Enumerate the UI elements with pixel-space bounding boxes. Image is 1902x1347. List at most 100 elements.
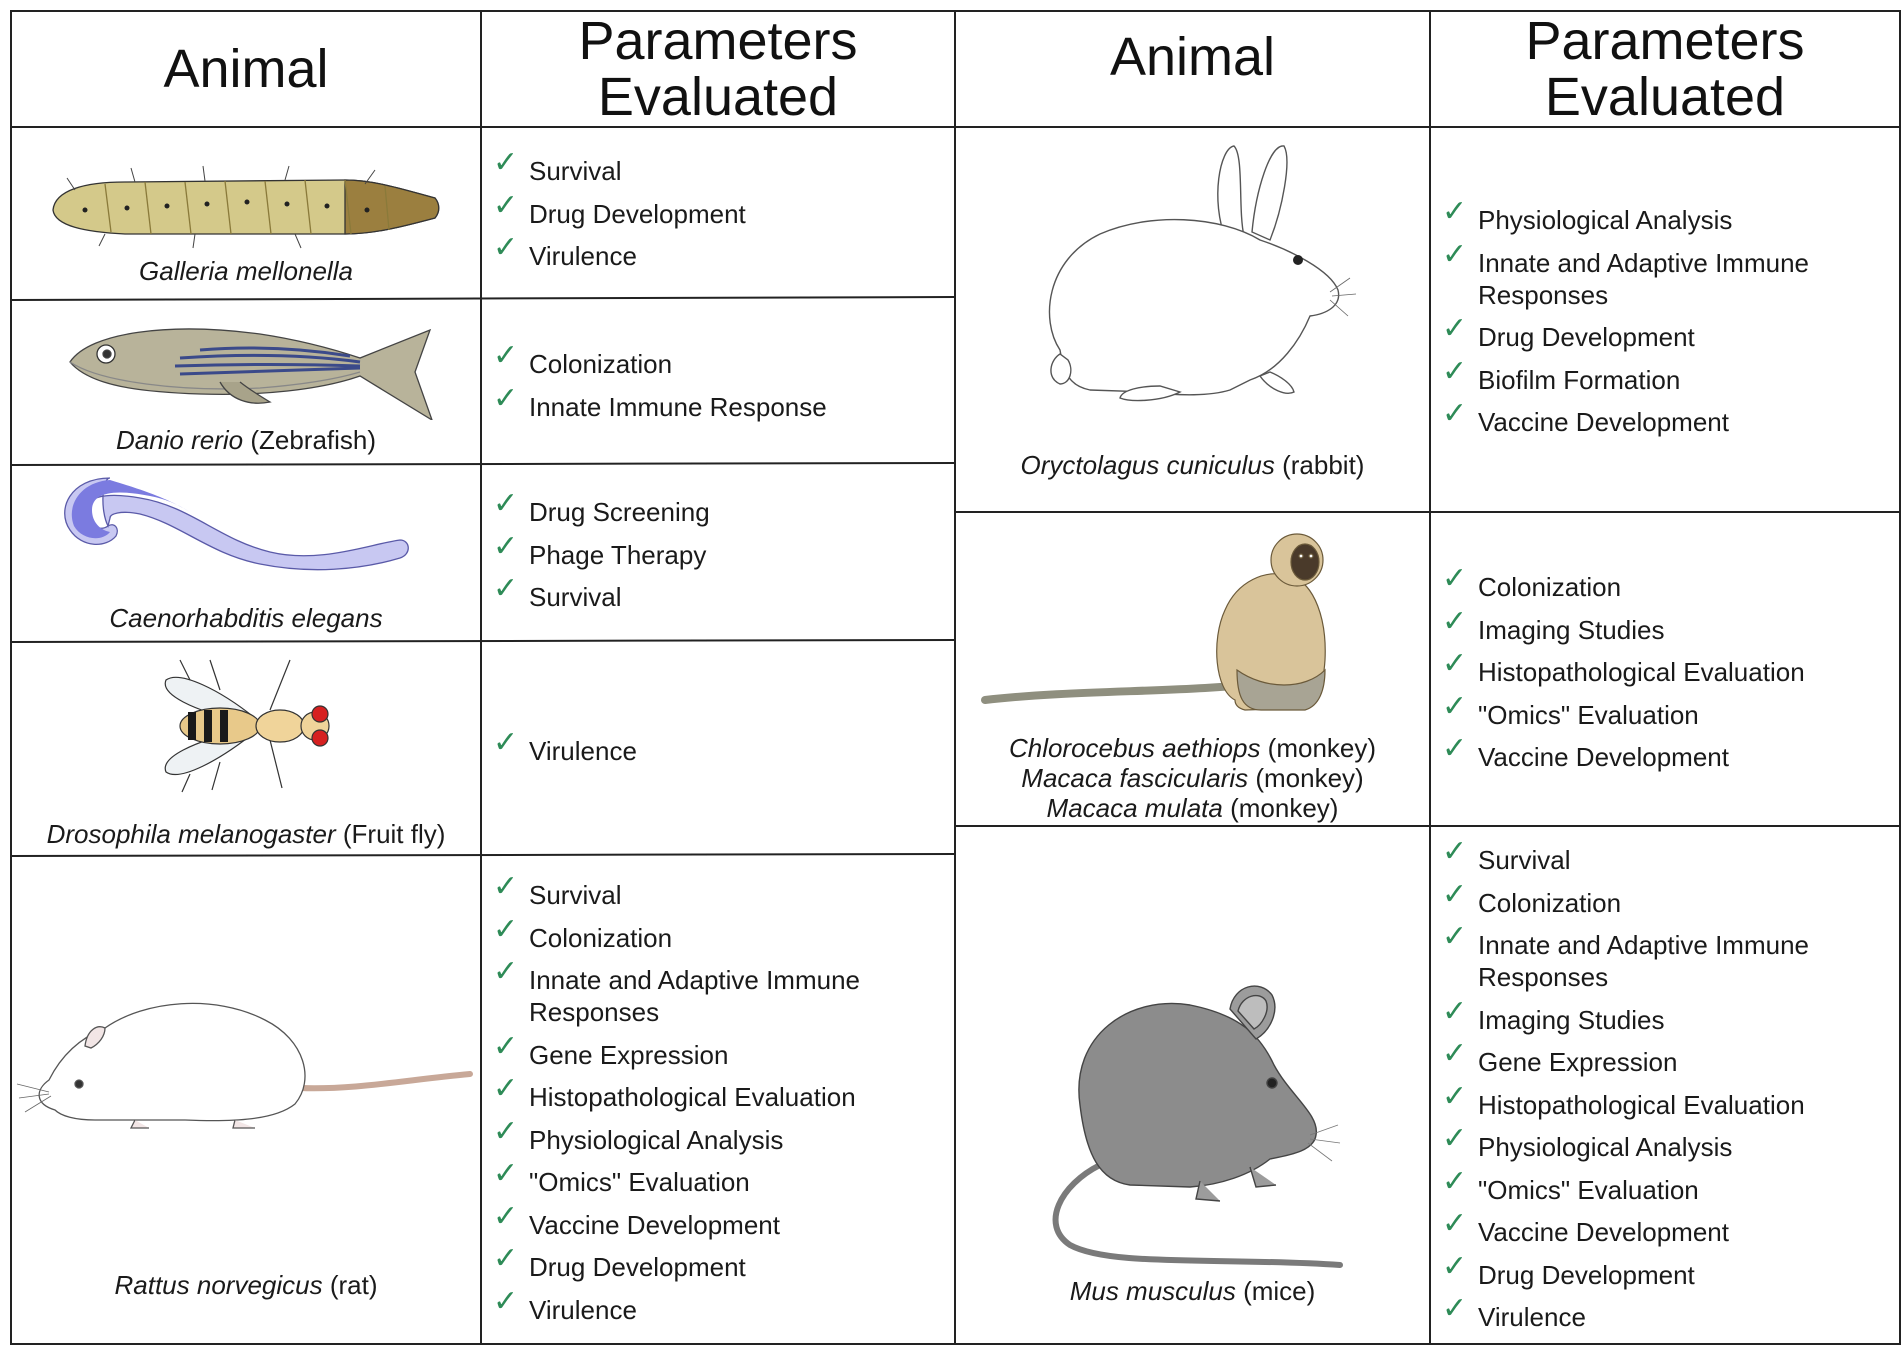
header-parameters-line1: Parameters bbox=[1525, 11, 1805, 71]
check-icon: ✓ bbox=[1442, 993, 1468, 1029]
parameter-list: ✓ Virulence bbox=[493, 725, 637, 779]
parameter-list: ✓ Survival ✓ Colonization ✓ Innate and Adap… bbox=[493, 869, 861, 1337]
parameter-item: ✓ Histopathological Evaluation bbox=[1442, 646, 1805, 688]
parameter-item: ✓ Colonization bbox=[493, 338, 673, 380]
parameter-item: ✓ "Omics" Evaluation bbox=[493, 1156, 750, 1198]
parameter-item: ✓ Innate and Adaptive Immune bbox=[1442, 919, 1810, 961]
check-icon: ✓ bbox=[1442, 1291, 1468, 1326]
parameter-item: ✓ Virulence bbox=[493, 1283, 637, 1325]
parameter-item: ✓ Colonization bbox=[1442, 561, 1622, 603]
parameter-item: ✓ Physiological Analysis bbox=[1442, 1121, 1733, 1163]
check-icon: ✓ bbox=[1442, 603, 1468, 639]
mouse-icon bbox=[1052, 985, 1343, 1268]
check-icon: ✓ bbox=[493, 725, 519, 760]
parameter-item: ✓ Histopathological Evaluation bbox=[493, 1071, 856, 1113]
parameter-item: ✓ Imaging Studies bbox=[1442, 603, 1665, 645]
check-icon: ✓ bbox=[493, 338, 519, 373]
parameter-item: ✓ Imaging Studies bbox=[1442, 993, 1665, 1035]
species-caption: Danio rerio (Zebrafish) bbox=[115, 425, 377, 455]
parameter-item: ✓ Innate and Adaptive Immune bbox=[493, 954, 861, 996]
check-icon: ✓ bbox=[493, 486, 519, 521]
check-icon: ✓ bbox=[1442, 194, 1468, 229]
nematode-icon bbox=[64, 477, 409, 571]
parameter-item: ✓ Drug Development bbox=[1442, 311, 1695, 353]
parameter-item: ✓ Survival bbox=[1442, 834, 1571, 876]
parameter-list: ✓ Survival ✓ Colonization ✓ Innate and Adap… bbox=[1442, 834, 1810, 1345]
parameter-item: ✓ Phage Therapy bbox=[493, 528, 707, 570]
parameter-item: ✓ Vaccine Development bbox=[1442, 731, 1729, 773]
parameter-item: ✓ Biofilm Formation bbox=[1442, 353, 1681, 395]
header-animal-right: Animal bbox=[1109, 27, 1276, 87]
check-icon: ✓ bbox=[1442, 646, 1468, 681]
check-icon: ✓ bbox=[1442, 876, 1468, 912]
parameter-item: ✓ Gene Expression bbox=[493, 1028, 729, 1070]
check-icon: ✓ bbox=[1442, 688, 1468, 724]
species-caption: Drosophila melanogaster (Fruit fly) bbox=[46, 819, 446, 849]
monkey-icon bbox=[981, 533, 1326, 711]
check-icon: ✓ bbox=[493, 187, 519, 223]
check-icon: ✓ bbox=[1442, 731, 1468, 766]
parameter-list: ✓ Survival ✓ Drug Development ✓ Virulence bbox=[493, 145, 746, 284]
parameter-item: ✓ Innate Immune Response bbox=[493, 380, 827, 422]
check-icon: ✓ bbox=[493, 571, 519, 606]
rat-icon bbox=[16, 1002, 473, 1129]
check-icon: ✓ bbox=[1442, 236, 1468, 272]
check-icon: ✓ bbox=[493, 528, 519, 564]
check-icon: ✓ bbox=[1442, 1248, 1468, 1284]
parameter-item-continuation: Responses bbox=[1478, 279, 1609, 310]
parameter-item: ✓ Survival bbox=[493, 145, 622, 187]
check-icon: ✓ bbox=[493, 954, 519, 989]
check-icon: ✓ bbox=[493, 1113, 519, 1149]
header-parameters-line2: Evaluated bbox=[597, 67, 839, 127]
parameter-item: ✓ Survival bbox=[493, 869, 622, 911]
header-parameters-left: Parameters Evaluated bbox=[481, 14, 955, 124]
zebrafish-icon bbox=[69, 328, 433, 420]
check-icon: ✓ bbox=[1442, 1163, 1468, 1199]
check-icon: ✓ bbox=[493, 1028, 519, 1064]
parameter-item: ✓ Survival bbox=[493, 571, 622, 613]
parameter-item: ✓ Histopathological Evaluation bbox=[1442, 1078, 1805, 1120]
check-icon: ✓ bbox=[1442, 834, 1468, 869]
parameter-item: ✓ Physiological Analysis bbox=[1442, 194, 1733, 236]
species-caption: Mus musculus (mice) bbox=[1069, 1276, 1316, 1306]
parameter-item: ✓ Gene Expression bbox=[1442, 1036, 1678, 1078]
parameter-item: ✓ "Omics" Evaluation bbox=[1442, 688, 1699, 730]
parameter-item: ✓ Virulence bbox=[493, 725, 637, 767]
check-icon: ✓ bbox=[493, 1071, 519, 1106]
parameter-list: ✓ Physiological Analysis ✓ Innate and Adap… bbox=[1442, 194, 1809, 450]
parameter-item: ✓ Drug Development bbox=[1442, 1248, 1695, 1290]
check-icon: ✓ bbox=[1442, 1078, 1468, 1114]
parameter-item: ✓ Colonization bbox=[493, 911, 673, 953]
check-icon: ✓ bbox=[493, 1241, 519, 1276]
parameter-list: ✓ Drug Screening ✓ Phage Therapy ✓ Survival bbox=[493, 486, 710, 625]
check-icon: ✓ bbox=[1442, 311, 1468, 346]
check-icon: ✓ bbox=[493, 1198, 519, 1234]
parameter-item: ✓ Vaccine Development bbox=[493, 1198, 780, 1240]
header-parameters-line1: Parameters bbox=[578, 11, 858, 71]
parameter-item: ✓ Drug Development bbox=[493, 187, 746, 229]
parameter-item: ✓ Drug Screening bbox=[493, 486, 710, 528]
species-caption: Oryctolagus cuniculus (rabbit) bbox=[1020, 450, 1365, 480]
species-caption: Chlorocebus aethiops (monkey) bbox=[1008, 733, 1377, 763]
species-caption: Macaca fascicularis (monkey) bbox=[1021, 763, 1364, 793]
check-icon: ✓ bbox=[1442, 1036, 1468, 1071]
check-icon: ✓ bbox=[493, 869, 519, 904]
parameter-item: ✓ Vaccine Development bbox=[1442, 396, 1729, 438]
galleria-larva-icon bbox=[52, 165, 440, 249]
species-caption: Rattus norvegicus (rat) bbox=[114, 1270, 378, 1300]
check-icon: ✓ bbox=[493, 380, 519, 416]
parameter-item: ✓ Physiological Analysis bbox=[493, 1113, 784, 1155]
parameter-item-continuation: Responses bbox=[529, 997, 660, 1027]
parameter-list: ✓ Colonization ✓ Imaging Studies ✓ Histopat… bbox=[1442, 561, 1805, 785]
check-icon: ✓ bbox=[1442, 353, 1468, 389]
parameter-item: ✓ Virulence bbox=[493, 230, 637, 272]
species-caption: Galleria mellonella bbox=[139, 256, 353, 286]
check-icon: ✓ bbox=[493, 1283, 519, 1319]
parameter-item-continuation: Responses bbox=[1478, 962, 1609, 992]
parameter-item: ✓ Vaccine Development bbox=[1442, 1206, 1729, 1248]
check-icon: ✓ bbox=[1442, 396, 1468, 431]
parameter-item: ✓ Colonization bbox=[1442, 876, 1622, 918]
fruit-fly-icon bbox=[164, 659, 330, 793]
check-icon: ✓ bbox=[493, 145, 519, 180]
